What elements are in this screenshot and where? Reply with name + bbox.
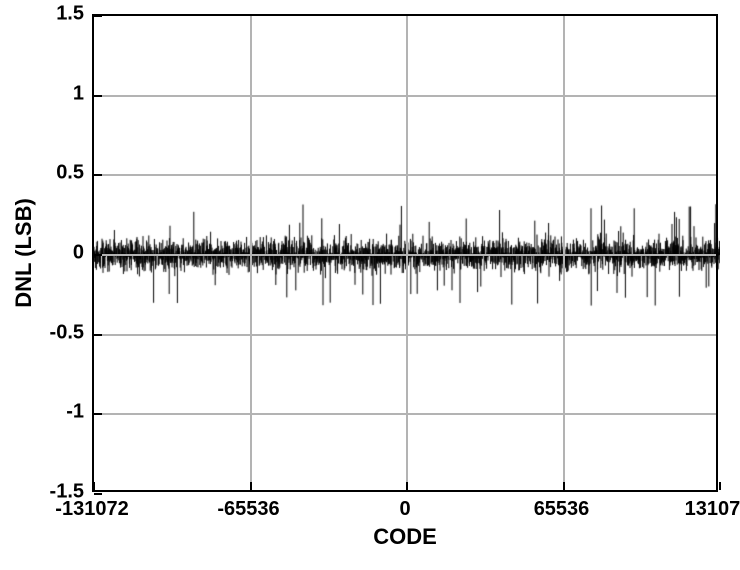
grid-line-horizontal <box>94 413 716 415</box>
x-tick-mark <box>563 482 565 490</box>
x-tick-label: 0 <box>399 498 410 521</box>
x-axis-label: CODE <box>373 524 437 550</box>
y-axis-label: DNL (LSB) <box>11 198 37 308</box>
y-tick-mark <box>94 334 102 336</box>
dnl-chart: -131072-65536065536131071-1.5-1-0.500.51… <box>0 0 740 570</box>
x-tick-label: -65536 <box>217 498 279 521</box>
grid-line-vertical <box>250 16 252 490</box>
y-tick-mark <box>94 174 102 176</box>
y-tick-mark <box>94 15 102 17</box>
y-tick-mark <box>94 493 102 495</box>
plot-area <box>92 14 718 492</box>
y-tick-mark <box>94 95 102 97</box>
y-tick-label: -1.5 <box>50 481 84 504</box>
y-tick-label: 0.5 <box>56 162 84 185</box>
x-tick-mark <box>93 482 95 490</box>
y-tick-mark <box>94 254 102 256</box>
grid-line-vertical <box>563 16 565 490</box>
y-tick-label: -0.5 <box>50 321 84 344</box>
x-tick-label: 131071 <box>685 498 740 521</box>
y-tick-label: 1 <box>73 82 84 105</box>
y-tick-label: 0 <box>73 242 84 265</box>
x-tick-label: 65536 <box>534 498 590 521</box>
y-tick-label: -1 <box>66 401 84 424</box>
grid-line-horizontal <box>94 334 716 336</box>
grid-line-vertical <box>406 16 408 490</box>
x-tick-mark <box>250 482 252 490</box>
grid-line-horizontal <box>94 174 716 176</box>
grid-line-horizontal <box>94 254 716 256</box>
x-tick-mark <box>406 482 408 490</box>
grid-line-horizontal <box>94 95 716 97</box>
x-tick-mark <box>719 482 721 490</box>
y-tick-label: 1.5 <box>56 3 84 26</box>
y-tick-mark <box>94 413 102 415</box>
